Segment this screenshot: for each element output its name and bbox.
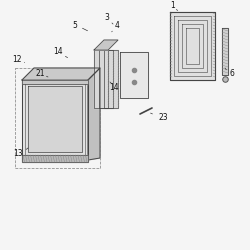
Polygon shape — [22, 68, 100, 80]
Text: 6: 6 — [230, 70, 234, 78]
Polygon shape — [88, 68, 100, 160]
Polygon shape — [94, 50, 108, 108]
Polygon shape — [222, 28, 228, 75]
Text: 23: 23 — [158, 114, 168, 122]
Polygon shape — [94, 40, 118, 50]
Polygon shape — [22, 80, 88, 84]
Polygon shape — [99, 50, 113, 108]
Text: 4: 4 — [114, 22, 119, 30]
Polygon shape — [170, 12, 215, 80]
Text: 14: 14 — [109, 84, 119, 92]
Polygon shape — [22, 80, 88, 160]
Text: 12: 12 — [12, 54, 22, 64]
Text: 3: 3 — [104, 14, 110, 22]
Text: 21: 21 — [35, 68, 45, 78]
Text: 14: 14 — [53, 48, 63, 56]
Polygon shape — [104, 50, 118, 108]
Text: 5: 5 — [72, 20, 78, 30]
Text: 1: 1 — [170, 2, 175, 11]
Polygon shape — [22, 155, 88, 162]
Polygon shape — [120, 52, 148, 98]
Text: 13: 13 — [13, 148, 23, 158]
Polygon shape — [28, 86, 82, 152]
